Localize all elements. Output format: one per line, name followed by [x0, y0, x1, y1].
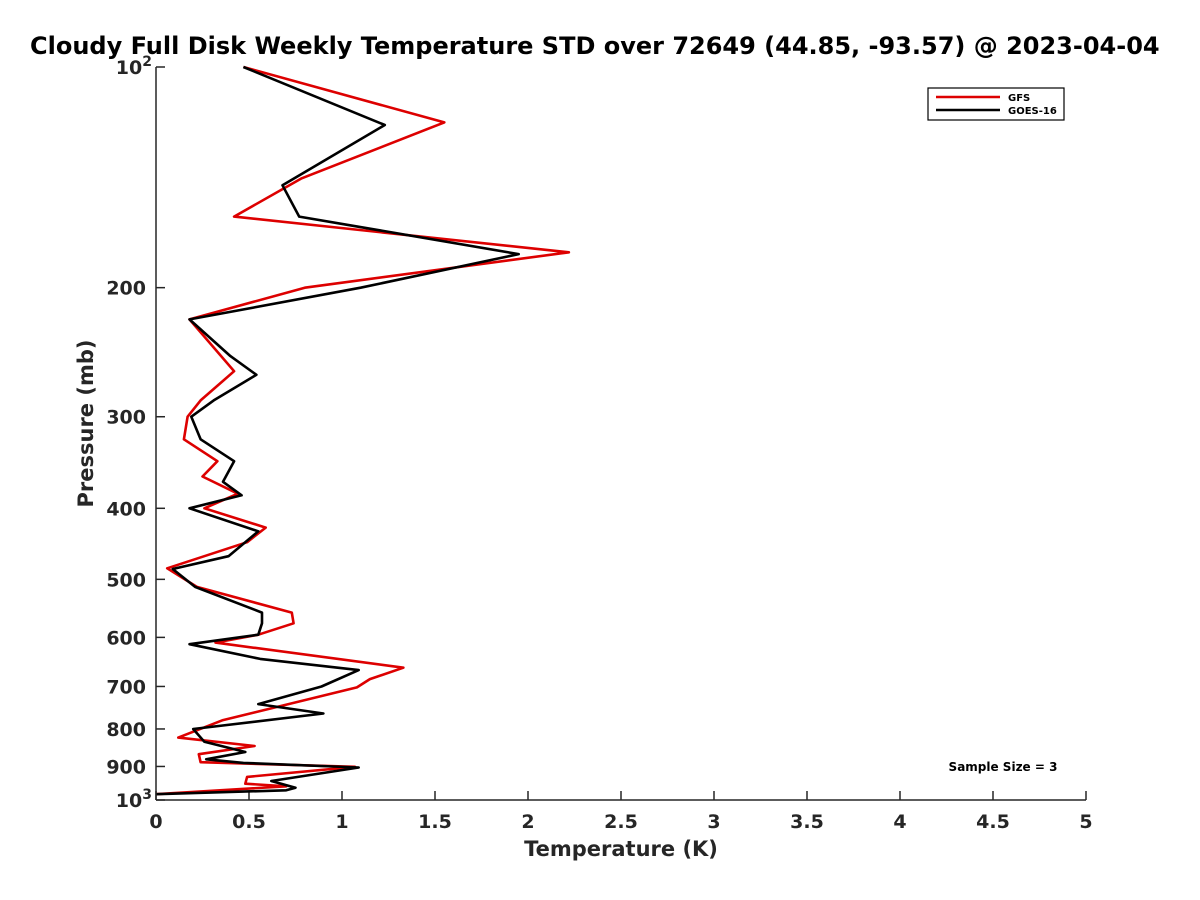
- x-tick-label: 1: [335, 811, 348, 833]
- y-tick-label: 500: [106, 569, 146, 591]
- legend-box: [927, 87, 1065, 121]
- x-tick-label: 1.5: [418, 811, 452, 833]
- y-tick-label: 102: [116, 54, 152, 79]
- x-tick-label: 2: [521, 811, 534, 833]
- x-axis-label: Temperature (K): [524, 837, 718, 861]
- legend-label: GFS: [1008, 93, 1030, 104]
- x-tick-label: 0.5: [232, 811, 266, 833]
- y-tick-label: 800: [106, 719, 146, 741]
- x-tick-label: 5: [1079, 811, 1092, 833]
- series-line-goes-16: [155, 65, 520, 796]
- x-axis-ticks: 0 0.5 1 1.5 2 2.5 3 3.5 4 4.5 5: [149, 791, 1093, 833]
- x-tick-label: 3.5: [790, 811, 824, 833]
- y-axis-ticks: 102 200 300 400 500 600 700 800 900 103: [106, 54, 165, 812]
- y-tick-label: 600: [106, 627, 146, 649]
- y-axis-label: Pressure (mb): [74, 340, 98, 508]
- sample-size-annotation: Sample Size = 3: [949, 760, 1058, 774]
- x-tick-label: 2.5: [604, 811, 638, 833]
- x-tick-label: 0: [149, 811, 162, 833]
- x-tick-label: 4: [893, 811, 906, 833]
- legend-label: GOES-16: [1008, 106, 1057, 117]
- chart-title: Cloudy Full Disk Weekly Temperature STD …: [30, 32, 1160, 60]
- y-tick-label: 200: [106, 278, 146, 300]
- legend: GFS GOES-16: [927, 87, 1065, 121]
- y-tick-label: 900: [106, 756, 146, 778]
- x-tick-label: 3: [707, 811, 720, 833]
- y-tick-label: 103: [116, 787, 152, 812]
- y-tick-label: 400: [106, 498, 146, 520]
- x-tick-label: 4.5: [976, 811, 1010, 833]
- series-layer: [155, 65, 571, 796]
- series-line-gfs: [155, 65, 571, 796]
- y-tick-label: 700: [106, 676, 146, 698]
- y-tick-label: 300: [106, 407, 146, 429]
